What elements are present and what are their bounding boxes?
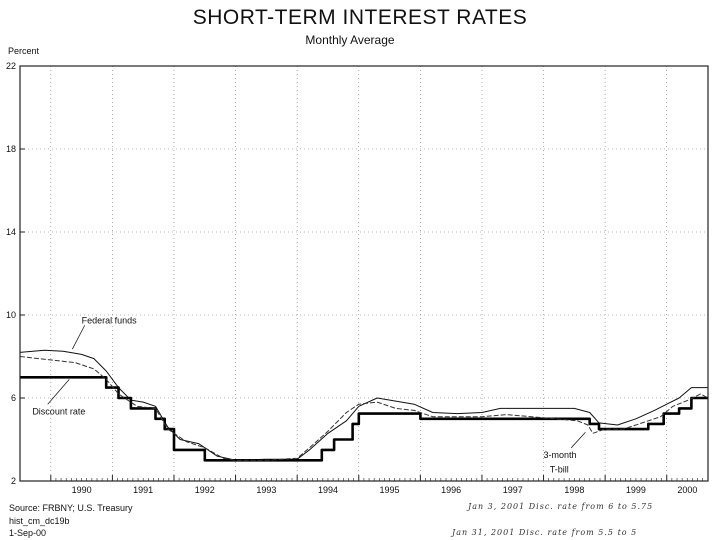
3-month-t-bill-line [19,356,709,461]
handwritten-note: Jan 3, 2001 Disc. rate from 6 to 5.75 [468,502,654,511]
chart-grid [20,66,708,481]
x-tick-label: 1990 [72,485,92,495]
handwritten-note: Jan 31, 2001 Disc. rate from 5.5 to 5 [452,528,638,537]
y-tick-label: 14 [6,227,16,237]
y-tick-label: 18 [6,144,16,154]
x-tick-label: 1994 [318,485,338,495]
annotation-label: Discount rate [32,407,85,417]
chart-subtitle: Monthly Average [305,33,395,47]
y-tick-label: 2 [11,476,16,486]
x-tick-label: 1997 [503,485,523,495]
annotation-leader [570,431,586,449]
date-stamp: 1-Sep-00 [9,528,47,538]
chart-area: 2 6 10 14 18 22 1990 1991 1992 1993 1994 1995 1996 19… [6,61,709,495]
x-tick-label: 1996 [441,485,461,495]
annotation-label: 3-month [544,450,577,460]
chart-series [19,349,709,462]
x-tick-label: 1991 [133,485,153,495]
discount-rate-line [20,376,708,462]
y-tick-label: 22 [6,61,16,71]
chart-title: SHORT-TERM INTEREST RATES [192,6,528,29]
y-tick-label: 6 [11,393,16,403]
plot-frame [19,65,709,482]
chart-axes [19,65,709,482]
annotation-label: Federal funds [82,315,138,325]
x-tick-label: 1993 [256,485,276,495]
source-line: Source: FRBNY; U.S. Treasury [9,503,133,513]
x-tick-label: 1992 [195,485,215,495]
chart-tick-labels: 2 6 10 14 18 22 1990 1991 1992 1993 1994 1995 1996 19… [6,61,697,495]
x-tick-label: 1998 [564,485,584,495]
chart-annotations: Federal funds Discount rate 3-month T-bill [32,315,586,475]
y-tick-label: 10 [6,310,16,320]
x-tick-label: 1999 [626,485,646,495]
file-name: hist_cm_dc19b [9,516,70,526]
x-tick-label: 2000 [677,485,697,495]
federal-funds-line [19,349,708,461]
annotation-leader [71,325,86,350]
annotation-leader [47,379,70,405]
y-axis-label: Percent [8,46,40,56]
annotation-label: T-bill [550,465,569,475]
x-tick-label: 1995 [380,485,400,495]
